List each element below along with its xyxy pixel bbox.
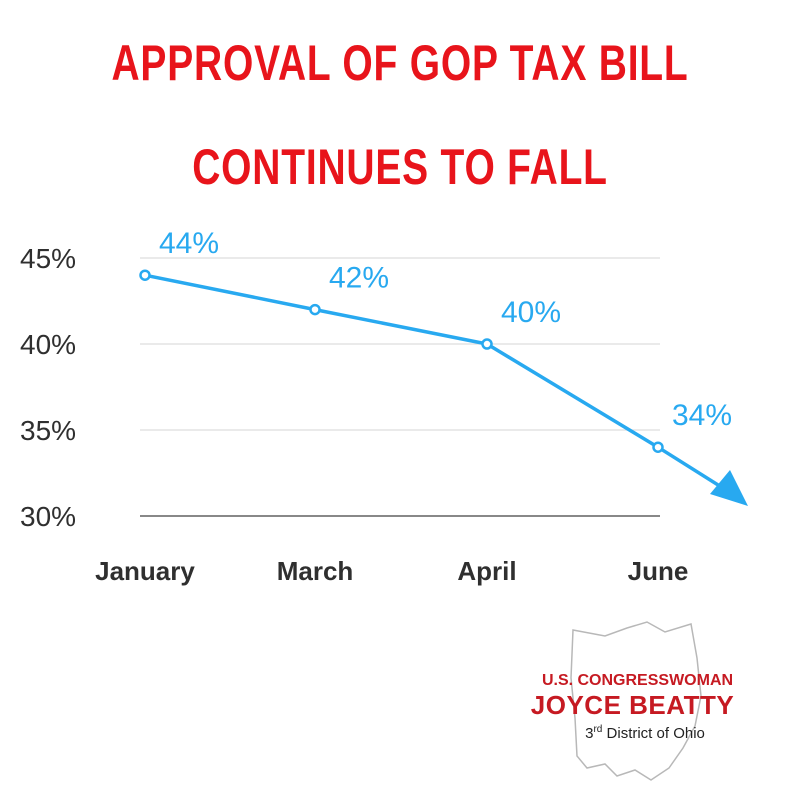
x-category-label: January [95,556,195,586]
y-tick-label: 40% [20,329,76,360]
logo-title-text: U.S. CONGRESSWOMAN [541,672,734,689]
trend-arrow-head [710,470,748,506]
y-tick-label: 35% [20,415,76,446]
chart-title-line-1: APPROVAL OF GOP TAX BILL [111,35,689,91]
series-line [144,273,659,449]
logo-name-text: JOYCE BEATTY [530,690,735,720]
data-label: 44% [159,227,219,260]
x-category-label: April [457,556,516,586]
x-category-label: March [277,556,354,586]
congresswoman-logo: U.S. CONGRESSWOMAN JOYCE BEATTY 3rd Dist… [505,610,755,790]
data-point [481,338,493,350]
data-point [652,441,664,453]
approval-series [139,269,748,506]
logo-district-text: 3rd District of Ohio [585,724,705,742]
data-point [139,269,151,281]
data-labels: 44% 42% 40% 34% [159,227,732,432]
y-tick-label: 30% [20,501,76,532]
data-point [309,303,321,316]
data-label: 42% [329,262,389,295]
y-axis-tick-labels: 30% 35% 40% 45% [20,243,76,532]
y-tick-label: 45% [20,243,76,274]
chart-title-line-2: CONTINUES TO FALL [192,139,608,195]
gridlines [140,257,660,517]
x-axis-category-labels: January March April June [95,556,688,586]
data-label: 40% [501,296,561,329]
x-category-label: June [628,556,689,586]
ohio-state-outline-icon [570,621,702,781]
data-label: 34% [672,399,732,432]
